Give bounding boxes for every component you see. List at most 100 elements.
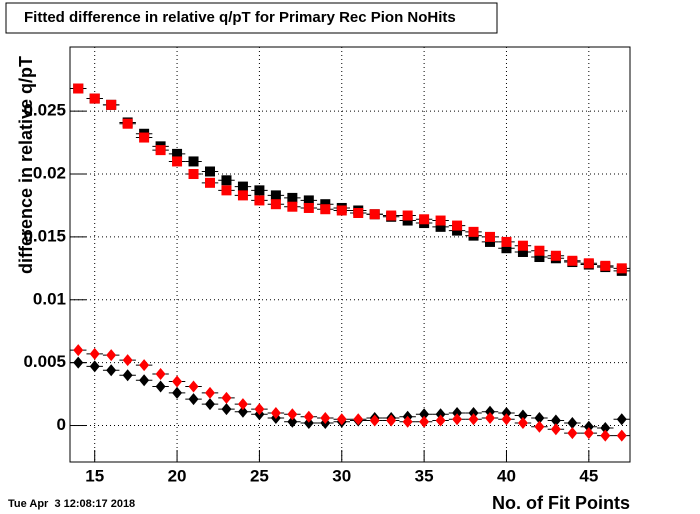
- marker: [172, 148, 183, 159]
- marker: [106, 364, 117, 377]
- marker: [237, 398, 248, 411]
- point: [514, 417, 532, 430]
- point: [613, 429, 630, 442]
- marker: [435, 414, 446, 427]
- point: [613, 263, 630, 274]
- plot-frame: [69, 46, 631, 463]
- point: [382, 210, 400, 221]
- point: [448, 225, 466, 236]
- point: [201, 177, 219, 188]
- point: [481, 236, 499, 247]
- marker: [139, 374, 150, 387]
- marker: [237, 181, 248, 192]
- marker: [139, 132, 150, 143]
- marker: [550, 414, 561, 427]
- point: [333, 413, 350, 426]
- point: [531, 252, 548, 263]
- point: [465, 413, 482, 426]
- marker: [419, 415, 430, 428]
- marker: [452, 406, 463, 419]
- x-tick-label: 25: [250, 466, 269, 485]
- marker: [320, 204, 331, 215]
- point: [333, 205, 350, 216]
- point: [201, 398, 219, 411]
- point: [185, 380, 202, 393]
- marker: [452, 413, 463, 426]
- point: [317, 204, 334, 215]
- point: [218, 185, 235, 196]
- marker: [369, 209, 380, 220]
- point: [580, 420, 598, 433]
- marker: [336, 205, 347, 216]
- marker: [402, 415, 413, 428]
- marker: [320, 411, 331, 424]
- marker: [303, 417, 314, 430]
- title-box: [5, 2, 498, 34]
- point: [432, 414, 449, 427]
- marker: [600, 260, 611, 271]
- point: [382, 414, 400, 427]
- x-tick-label: 40: [497, 466, 516, 485]
- marker: [583, 420, 594, 433]
- marker: [155, 145, 166, 156]
- marker: [122, 354, 133, 367]
- y-tick-label: 0.01: [33, 289, 66, 308]
- point: [201, 166, 219, 177]
- marker: [616, 413, 627, 426]
- point: [350, 413, 367, 426]
- marker: [534, 420, 545, 433]
- marker: [188, 393, 199, 406]
- marker: [616, 263, 627, 274]
- marker: [303, 410, 314, 423]
- point: [300, 410, 318, 423]
- y-tick-label: 0.02: [33, 163, 66, 182]
- marker: [106, 349, 117, 362]
- marker: [254, 185, 265, 196]
- point: [415, 214, 433, 225]
- point: [300, 195, 318, 206]
- point: [102, 349, 120, 362]
- timestamp: Tue Apr 3 12:08:17 2018: [8, 498, 135, 510]
- point: [481, 411, 499, 424]
- point: [350, 208, 367, 218]
- marker: [485, 405, 495, 418]
- marker: [336, 413, 347, 426]
- marker: [501, 413, 512, 426]
- point: [152, 145, 169, 156]
- marker: [468, 406, 479, 419]
- marker: [172, 156, 183, 167]
- marker: [435, 221, 446, 232]
- point: [284, 201, 301, 212]
- marker: [402, 210, 413, 221]
- point: [317, 199, 334, 210]
- marker: [386, 210, 397, 221]
- point: [152, 380, 169, 393]
- x-tick-label: 30: [332, 466, 351, 485]
- point: [481, 231, 499, 242]
- marker: [534, 245, 545, 256]
- marker: [452, 225, 463, 236]
- marker: [303, 202, 314, 213]
- marker: [155, 367, 166, 380]
- point: [547, 423, 565, 436]
- point: [514, 240, 532, 251]
- marker: [550, 423, 561, 436]
- marker: [583, 258, 594, 269]
- point: [399, 210, 416, 221]
- y-tick-label: 0.015: [23, 226, 66, 245]
- point: [185, 156, 202, 167]
- point: [168, 375, 186, 388]
- point: [251, 403, 268, 416]
- x-axis-title: No. of Fit Points: [492, 493, 630, 513]
- marker: [320, 199, 331, 210]
- marker: [419, 408, 430, 421]
- point: [218, 175, 235, 186]
- point: [152, 367, 169, 380]
- marker: [205, 398, 215, 411]
- marker: [485, 411, 495, 424]
- chart-title: Fitted difference in relative q/pT for P…: [24, 9, 456, 26]
- marker: [435, 215, 446, 226]
- point: [564, 255, 581, 266]
- marker: [287, 201, 298, 212]
